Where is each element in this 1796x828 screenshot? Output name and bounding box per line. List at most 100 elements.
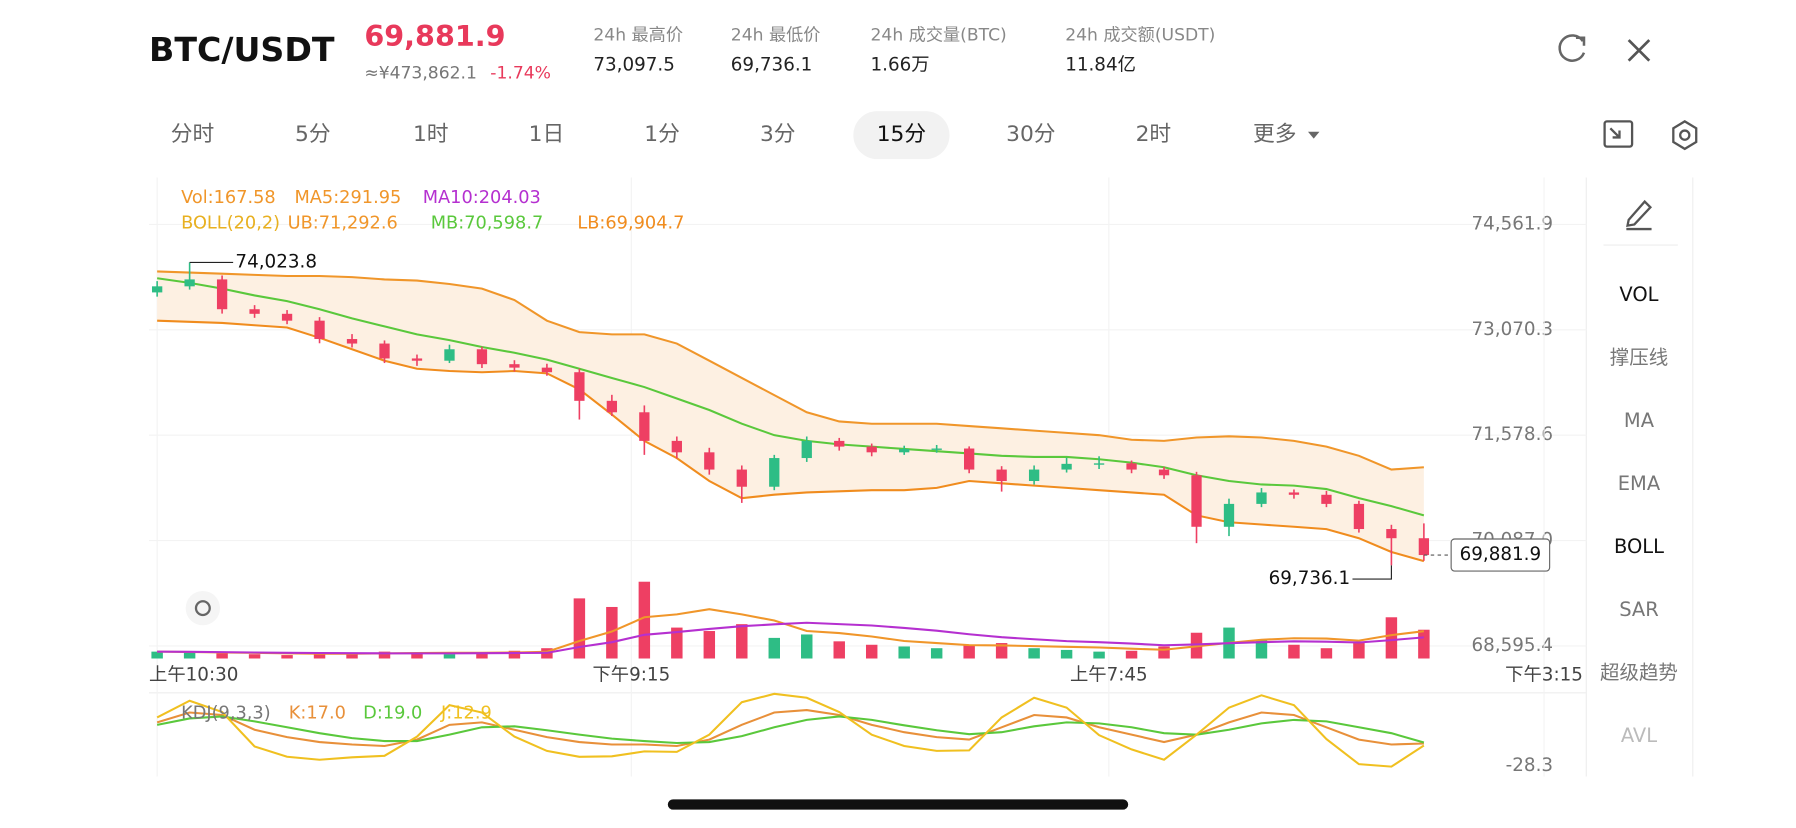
volume-bar (183, 652, 196, 659)
stat-label: 24h 最低价 (731, 26, 821, 46)
timeframe-tab[interactable]: 更多 (1253, 122, 1296, 147)
legend-entry: UB:71,292.6 (288, 213, 398, 233)
kdj-line (156, 692, 1425, 768)
refresh-icon[interactable] (1558, 34, 1586, 62)
indicator-menu-item[interactable]: AVL (1621, 724, 1657, 747)
indicator-menu-item[interactable]: MA (1624, 409, 1655, 432)
kdj-tick-label: -28.3 (1506, 755, 1553, 776)
last-price-box (1450, 538, 1551, 572)
indicator-menu-item[interactable]: VOL (1619, 283, 1658, 306)
timeframe-tab[interactable]: 1分 (644, 122, 680, 147)
candle-body (866, 446, 877, 453)
kdj-line (156, 709, 1424, 748)
timeframe-tab[interactable]: 15分 (877, 122, 926, 147)
candle-body (346, 339, 358, 344)
candle-body (899, 448, 910, 453)
candle-body (963, 448, 975, 470)
candle-body (314, 320, 325, 340)
volume-bar (281, 655, 293, 659)
candle-body (1223, 503, 1235, 527)
volume-bar (476, 653, 488, 659)
timeframe-tab[interactable]: 30分 (1006, 122, 1055, 147)
legend-entry: Vol:167.58 (181, 188, 276, 208)
volume-bar (378, 651, 391, 659)
timeframe-tab[interactable]: 3分 (760, 122, 796, 147)
stat-value: 69,736.1 (731, 54, 813, 75)
y-tick-label: 68,595.4 (1472, 635, 1554, 656)
candle-body (639, 412, 650, 441)
settings-icon[interactable] (1672, 120, 1698, 151)
candle-body (704, 452, 715, 470)
candle-body (1158, 469, 1170, 476)
candle-body (1288, 492, 1300, 495)
volume-bar (1028, 648, 1040, 659)
volume-bar (930, 648, 943, 659)
timeframe-tab[interactable]: 1时 (413, 122, 449, 147)
candle-body (1386, 529, 1397, 539)
timeframe-tab[interactable]: 分时 (171, 122, 215, 147)
timeframe-tab[interactable]: 1日 (529, 122, 565, 147)
indicator-menu-item[interactable]: BOLL (1614, 535, 1664, 558)
candle-body (1418, 538, 1430, 556)
timeframe-tab[interactable]: 2时 (1136, 122, 1172, 147)
candle-body (411, 358, 423, 361)
volume-bar (1418, 629, 1430, 659)
candle-body (379, 343, 390, 359)
candle-body (476, 349, 488, 365)
draw-icon[interactable] (1626, 199, 1653, 231)
volume-bar (443, 654, 456, 659)
volume-bar (1093, 651, 1105, 659)
volume-bar (995, 643, 1008, 659)
volume-bar (1158, 646, 1170, 659)
candle-body (1061, 463, 1072, 470)
volume-bar (1353, 643, 1365, 659)
x-tick-label: 上午7:45 (1070, 665, 1148, 686)
home-indicator (667, 799, 1129, 810)
volume-ma-line (157, 621, 1424, 655)
candle-body (801, 440, 812, 459)
stat-value: 73,097.5 (593, 54, 675, 75)
volume-bar (151, 651, 163, 659)
volume-bar (1385, 617, 1398, 659)
indicator-menu-item[interactable]: 撑压线 (1610, 346, 1668, 369)
volume-bar (346, 652, 358, 659)
stat-value: 1.66万 (871, 54, 930, 75)
indicator-menu-item[interactable]: 超级趋势 (1600, 661, 1678, 684)
timeframe-tab[interactable]: 5分 (295, 122, 331, 147)
cny-price: ≈¥473,862.1 (364, 63, 477, 83)
candle-body (834, 440, 845, 447)
candle-body (606, 400, 618, 413)
indicator-menu-item[interactable]: SAR (1619, 598, 1659, 621)
indicator-menu-item[interactable]: EMA (1618, 472, 1661, 495)
y-tick-label: 71,578.6 (1472, 424, 1554, 445)
volume-bar (1320, 648, 1333, 659)
volume-bar (1060, 649, 1073, 659)
band-fill (157, 271, 1424, 562)
volume-bar (638, 581, 651, 659)
boll-line (156, 277, 1425, 517)
volume-bar (1288, 644, 1300, 659)
candle-body (509, 364, 520, 368)
stat-label: 24h 成交量(BTC) (871, 26, 1007, 46)
low-label: 69,736.1 (1269, 568, 1351, 589)
x-tick-label: 下午9:15 (592, 665, 670, 686)
dropdown-arrow[interactable] (1307, 131, 1320, 139)
last-price: 69,881.9 (364, 19, 505, 53)
x-tick-label: 下午3:15 (1505, 665, 1583, 686)
volume-bar (833, 641, 845, 659)
volume-bar (248, 654, 261, 659)
volume-bar (411, 652, 423, 659)
stat-label: 24h 成交额(USDT) (1065, 26, 1215, 46)
candle-body (574, 372, 585, 401)
low-marker (1352, 565, 1392, 580)
volume-bar (1125, 650, 1138, 659)
candle-body (1028, 469, 1040, 482)
toggle-icon[interactable] (185, 590, 221, 626)
close-icon[interactable] (1627, 39, 1651, 62)
pip-icon[interactable] (1603, 120, 1634, 148)
change: -1.74% (490, 63, 551, 83)
candle-body (444, 349, 455, 361)
candle-body (671, 440, 682, 453)
